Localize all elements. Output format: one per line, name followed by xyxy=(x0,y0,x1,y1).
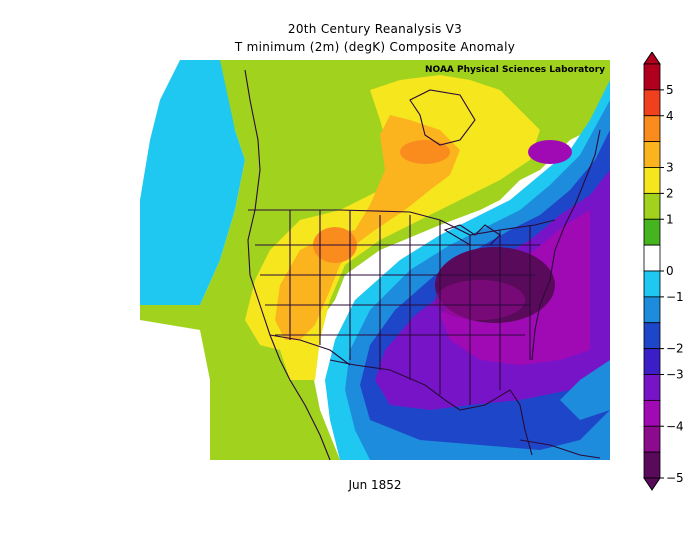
date-label: Jun 1852 xyxy=(348,478,402,492)
colorbar-label: −3 xyxy=(666,368,684,382)
hudson-bay xyxy=(409,89,476,146)
chart-title: 20th Century Reanalysis V3 xyxy=(287,22,463,36)
colorbar-swatch xyxy=(643,296,661,324)
colorbar-swatch xyxy=(643,63,661,91)
state-grid-h xyxy=(255,244,540,336)
colorbar-svg: 5 4 3 2 1 0 −1 −2 −3 −4 −5 xyxy=(643,51,684,491)
colorbar: 5 4 3 2 1 0 −1 −2 −3 −4 −5 xyxy=(640,51,700,492)
colorbar-label: 3 xyxy=(666,161,674,175)
colorbar-label: −4 xyxy=(666,419,684,433)
colorbar-top-arrow xyxy=(643,51,661,65)
great-lakes xyxy=(443,224,501,246)
colorbar-label: 1 xyxy=(666,212,674,226)
colorbar-label: 5 xyxy=(666,83,674,97)
border-us-canada xyxy=(248,209,556,236)
colorbar-swatch xyxy=(643,115,661,143)
colorbar-bottom-arrow xyxy=(643,477,661,491)
colorbar-label: 2 xyxy=(666,186,674,200)
colorbar-label: 0 xyxy=(666,264,674,278)
colorbar-swatch xyxy=(643,374,661,401)
shade-cyan-west xyxy=(140,60,245,305)
map-svg xyxy=(140,60,610,460)
colorbar-swatch xyxy=(643,218,661,246)
chart-subtitle: T minimum (2m) (degK) Composite Anomaly xyxy=(234,40,516,54)
coastline-gulf xyxy=(329,359,533,456)
colorbar-swatch xyxy=(643,425,661,453)
colorbar-label: 4 xyxy=(666,109,674,123)
colorbar-swatch xyxy=(643,141,661,168)
colorbar-swatch xyxy=(643,399,661,427)
colorbar-swatch xyxy=(643,348,661,375)
cuba xyxy=(519,439,601,459)
nodata-east xyxy=(560,360,610,420)
shade-cold-newfoundland xyxy=(528,140,572,164)
coastline-east xyxy=(531,129,601,361)
coastline-west xyxy=(244,69,331,460)
colorbar-swatch xyxy=(643,451,661,479)
colorbar-swatch xyxy=(643,322,661,350)
colorbar-label: −2 xyxy=(666,342,684,356)
border-us-mexico xyxy=(269,334,351,366)
credit-label: NOAA Physical Sciences Laboratory xyxy=(425,65,606,75)
colorbar-swatch xyxy=(643,192,661,220)
shade-cold-core-edge xyxy=(435,280,525,320)
colorbar-label: −5 xyxy=(666,471,684,485)
colorbar-swatch xyxy=(643,89,661,117)
colorbar-swatch xyxy=(643,270,661,298)
shade-hotspot-canada xyxy=(400,140,450,164)
shade-orange xyxy=(275,115,460,340)
colorbar-swatch xyxy=(643,167,661,194)
colorbar-label: −1 xyxy=(666,290,684,304)
anomaly-map xyxy=(140,60,610,460)
colorbar-swatch xyxy=(643,244,661,272)
